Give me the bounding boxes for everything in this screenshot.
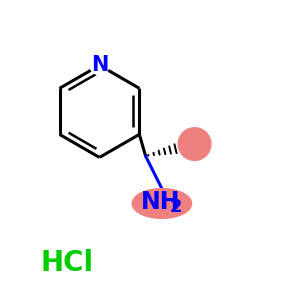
Circle shape [178, 128, 211, 160]
Circle shape [90, 56, 109, 75]
Ellipse shape [132, 189, 192, 218]
Text: N: N [91, 55, 108, 75]
Text: 2: 2 [170, 198, 182, 216]
Text: HCl: HCl [40, 249, 93, 277]
Text: NH: NH [141, 190, 180, 214]
